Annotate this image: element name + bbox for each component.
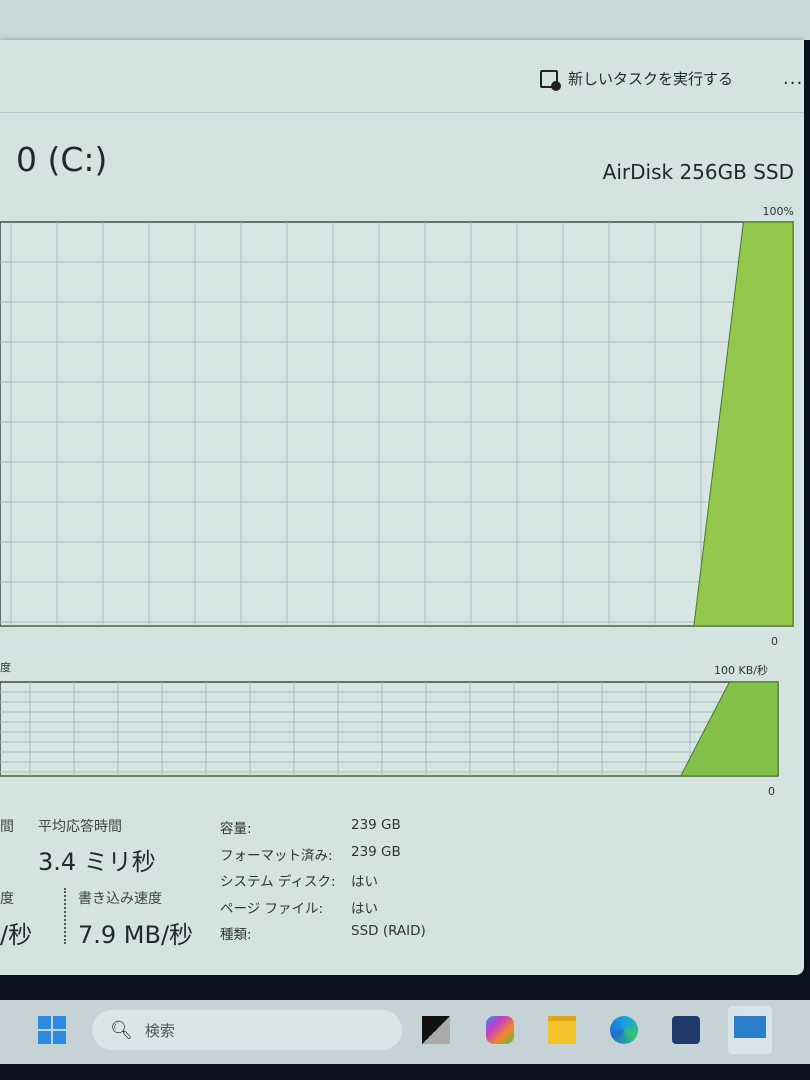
avg-response-label: 平均応答時間 bbox=[38, 819, 122, 835]
property-value: SSD (RAID) bbox=[351, 923, 426, 939]
transfer-rate-chart bbox=[0, 681, 779, 777]
search-placeholder: 検索 bbox=[144, 1021, 175, 1040]
property-key: 容量: bbox=[220, 821, 252, 837]
start-icon[interactable] bbox=[38, 1016, 66, 1044]
search-box[interactable]: 🔍︎ 検索 bbox=[92, 1010, 402, 1050]
property-key: フォーマット済み: bbox=[220, 847, 333, 864]
task-manager-icon[interactable] bbox=[728, 1006, 772, 1054]
copilot-icon[interactable] bbox=[486, 1016, 514, 1044]
edge-icon[interactable] bbox=[610, 1016, 638, 1044]
property-value: 239 GB bbox=[351, 843, 401, 860]
chart-frame bbox=[0, 681, 779, 777]
transfer-max-label: 100 KB/秒 bbox=[714, 664, 768, 677]
active-time-max-label: 100% bbox=[762, 205, 794, 218]
property-key: 種類: bbox=[220, 927, 252, 943]
write-speed-value: 7.9 MB/秒 bbox=[78, 921, 194, 949]
chart-frame bbox=[0, 221, 794, 627]
search-icon: 🔍︎ bbox=[110, 1019, 133, 1041]
divider bbox=[64, 888, 66, 944]
run-new-task-button[interactable]: 新しいタスクを実行する bbox=[540, 68, 734, 91]
store-icon[interactable] bbox=[672, 1016, 700, 1044]
property-value: 239 GB bbox=[351, 817, 401, 833]
property-key: システム ディスク: bbox=[220, 874, 336, 890]
read-speed-label: 度 bbox=[0, 891, 14, 907]
active-time-chart bbox=[0, 221, 794, 627]
active-time-min-label: 0 bbox=[771, 635, 778, 648]
command-bar bbox=[0, 40, 804, 113]
run-new-task-label: 新しいタスクを実行する bbox=[568, 70, 734, 88]
read-speed-value: /秒 bbox=[0, 921, 33, 949]
disk-model: AirDisk 256GB SSD bbox=[602, 160, 794, 184]
more-options-button[interactable]: ... bbox=[783, 68, 804, 89]
write-speed-label: 書き込み速度 bbox=[78, 891, 162, 907]
active-time-label: 間 bbox=[0, 819, 14, 835]
transfer-rate-label: 度 bbox=[0, 661, 11, 674]
transfer-min-label: 0 bbox=[768, 785, 775, 798]
data-area bbox=[0, 221, 794, 627]
property-value: はい bbox=[351, 900, 378, 917]
avg-response-value: 3.4 ミリ秒 bbox=[38, 848, 156, 876]
new-task-icon bbox=[540, 69, 561, 91]
property-value: はい bbox=[351, 874, 378, 890]
data-area bbox=[0, 681, 779, 777]
property-key: ページ ファイル: bbox=[220, 900, 324, 917]
file-explorer-icon[interactable] bbox=[548, 1016, 576, 1044]
task-view-icon[interactable] bbox=[422, 1016, 450, 1044]
disk-title: 0 (C:) bbox=[16, 140, 108, 179]
background bbox=[0, 0, 810, 40]
